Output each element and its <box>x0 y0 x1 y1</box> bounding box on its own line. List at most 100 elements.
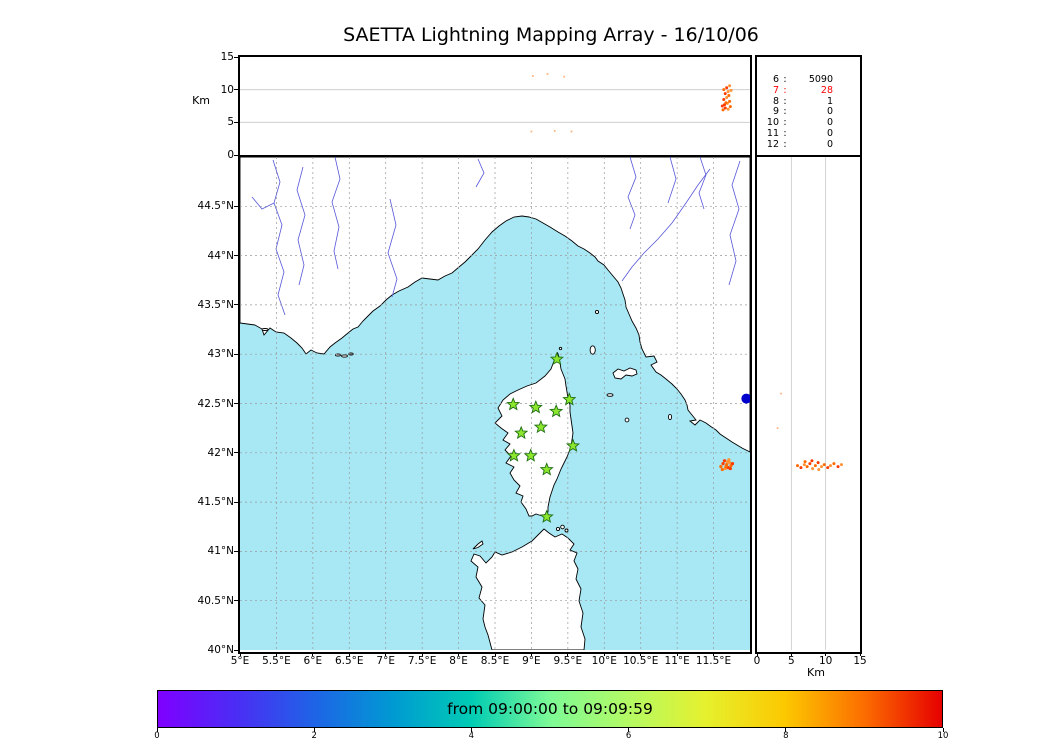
lat-tick-label: 43°N <box>207 348 234 361</box>
giglio <box>667 413 673 421</box>
river <box>627 157 637 230</box>
tick-mark <box>234 121 238 123</box>
station-star-marker <box>549 351 564 366</box>
station-star-marker <box>539 509 554 523</box>
tick-mark <box>156 728 158 732</box>
tick-mark <box>567 652 569 656</box>
tick-mark <box>421 652 423 656</box>
alt-axis-label-top: Km <box>192 94 210 107</box>
asinara <box>472 540 484 550</box>
station-star-marker <box>528 399 543 414</box>
river <box>621 168 711 282</box>
tick-mark <box>470 728 472 732</box>
station-count-rows: 6:5090 7:28 8:1 9:0 10:0 11:0 12:0 <box>757 57 860 151</box>
alt-tick-label-left: 5 <box>227 116 234 129</box>
maddalena-3 <box>564 528 569 533</box>
station-star-marker <box>533 419 548 434</box>
river <box>251 196 275 210</box>
tick-mark <box>275 652 277 656</box>
station-count-row: 11:0 <box>766 127 833 139</box>
time-colorbar: from 09:00:00 to 09:09:59 <box>157 690 943 728</box>
tick-mark <box>234 205 238 207</box>
lat-tick-label: 41.5°N <box>197 496 234 509</box>
lon-tick-label: 8°E <box>449 655 468 667</box>
lon-tick-label: 5°E <box>230 655 250 667</box>
lat-tick-label: 40.5°N <box>197 594 234 607</box>
capraia <box>589 345 596 355</box>
maddalena-1 <box>555 526 561 532</box>
alt-tick-label-left: 0 <box>227 149 234 161</box>
river <box>272 159 286 316</box>
tick-mark <box>942 728 944 732</box>
hyeres-island-2 <box>341 354 348 358</box>
river <box>728 160 741 286</box>
station-star-marker <box>514 425 529 440</box>
montecristo <box>624 417 630 423</box>
map-panel <box>238 155 752 654</box>
map-plot <box>240 157 750 650</box>
colorbar-tick-label: 2 <box>311 731 317 741</box>
tick-mark <box>234 600 238 602</box>
river <box>296 166 306 286</box>
tick-mark <box>785 728 787 732</box>
alt-vs-lat-plot <box>776 157 843 650</box>
station-count-row: 10:0 <box>766 117 833 129</box>
station-star-marker <box>562 392 577 406</box>
tick-mark <box>313 728 315 732</box>
lon-tick-label: 5.5°E <box>262 655 291 667</box>
lat-tick-label: 42.5°N <box>197 397 234 410</box>
elba <box>612 367 638 380</box>
river <box>475 158 485 188</box>
tick-mark <box>239 652 241 656</box>
colorbar-tick-label: 10 <box>937 731 949 741</box>
lat-tick-label: 44°N <box>207 249 234 262</box>
alt-tick-label-bottom: 15 <box>853 655 867 667</box>
lon-tick-label: 10.5°E <box>623 655 659 667</box>
lat-tick-label: 41°N <box>207 545 234 558</box>
maddalena-2 <box>560 524 565 530</box>
landmasses <box>240 157 750 650</box>
tick-mark <box>234 452 238 454</box>
tick-mark <box>234 353 238 355</box>
mainland-coast-france-italy <box>240 157 750 453</box>
lon-tick-label: 7°E <box>376 655 395 667</box>
tick-mark <box>676 652 678 656</box>
tick-mark <box>234 649 238 651</box>
tick-mark <box>458 652 460 656</box>
tick-mark <box>234 550 238 552</box>
tick-mark <box>790 652 792 656</box>
river <box>698 157 707 210</box>
pianosa <box>606 393 614 397</box>
colorbar-tick-label: 0 <box>154 731 160 741</box>
sardinia <box>470 528 586 650</box>
station-count-row: 7:28 <box>772 84 833 96</box>
tick-mark <box>825 652 827 656</box>
tick-mark <box>756 652 758 656</box>
lat-tick-label: 42°N <box>207 446 234 459</box>
station-star-marker <box>523 448 538 462</box>
alt-vs-lon-plot <box>240 72 750 133</box>
lon-tick-label: 11°E <box>664 655 690 667</box>
colorbar-label: from 09:00:00 to 09:09:59 <box>447 700 653 718</box>
tick-mark <box>859 652 861 656</box>
alt-tick-label-left: 10 <box>220 83 234 96</box>
gorgona <box>594 309 600 315</box>
tick-mark <box>234 89 238 91</box>
station-star-marker <box>506 448 521 462</box>
lon-tick-label: 11.5°E <box>695 655 732 667</box>
giraglia <box>558 346 563 351</box>
tick-mark <box>530 652 532 656</box>
lon-tick-label: 9°E <box>522 655 541 667</box>
colorbar-tick-label: 6 <box>625 731 632 741</box>
station-star-marker <box>565 438 581 452</box>
lon-tick-label: 7.5°E <box>407 655 437 667</box>
lon-tick-label: 10°E <box>591 655 617 667</box>
station-count-row: 12:0 <box>766 138 833 150</box>
station-star-marker <box>539 462 554 476</box>
station-count-row: 6:5090 <box>772 74 833 85</box>
lma-stations <box>506 351 581 523</box>
alt-tick-label-bottom: 10 <box>818 655 833 667</box>
station-count-panel: 6:5090 7:28 8:1 9:0 10:0 11:0 12:0 <box>755 55 862 157</box>
tick-mark <box>234 501 238 503</box>
